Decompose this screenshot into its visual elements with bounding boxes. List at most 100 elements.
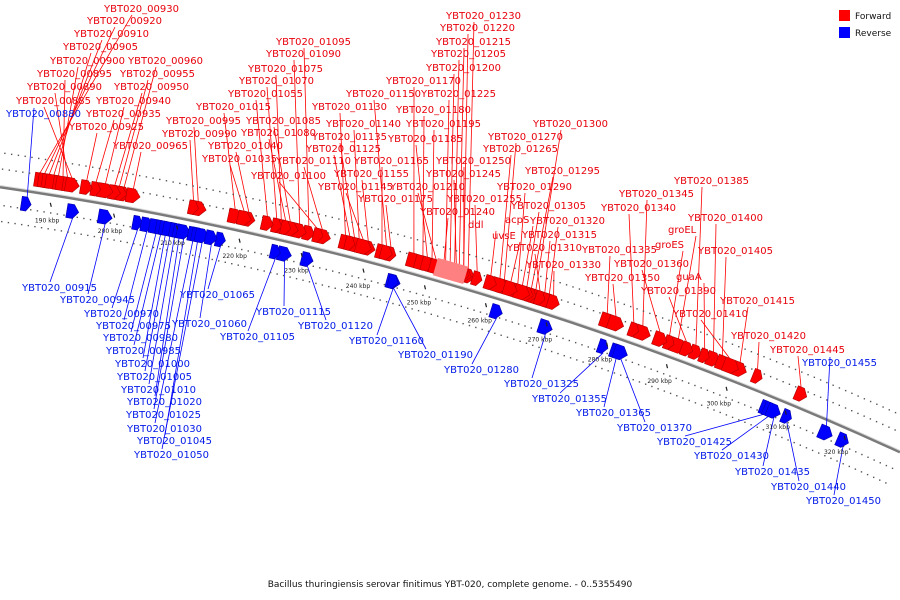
track-dot: [357, 223, 360, 225]
track-dot: [456, 321, 458, 323]
track-dot: [379, 299, 381, 301]
scale-tick-mark: [300, 252, 303, 258]
label-connector: [333, 154, 351, 238]
track-dot: [65, 162, 67, 164]
track-dot: [725, 396, 727, 399]
track-dot: [198, 256, 200, 258]
track-dot: [599, 312, 601, 314]
scale-tick-label: 260 kbp: [467, 317, 492, 324]
track-dot: [93, 235, 96, 238]
track-dot: [225, 192, 228, 194]
track-dot: [712, 391, 715, 394]
forward-gene-arrow: [532, 289, 546, 306]
track-dot: [623, 303, 626, 306]
track-dot: [162, 195, 165, 198]
track-dot: [619, 374, 622, 376]
track-dot: [289, 276, 291, 278]
forward-gene-label: YBT020_01320: [529, 216, 605, 227]
track-dot: [165, 249, 168, 251]
label-connector: [153, 238, 185, 410]
track-dot: [624, 321, 627, 323]
forward-gene-label: YBT020_01390: [640, 286, 716, 297]
track-dot: [205, 188, 208, 190]
track-dot: [863, 398, 866, 400]
forward-gene-label: YBT020_01090: [265, 49, 341, 60]
track-dot: [750, 350, 753, 353]
track-dot: [222, 207, 224, 210]
track-dot: [112, 170, 114, 172]
track-dot: [126, 241, 128, 244]
track-dot: [252, 198, 254, 200]
label-connector: [118, 79, 149, 188]
forward-gene-label: YBT020_00930: [103, 4, 179, 15]
forward-gene-label: YBT020_01040: [207, 141, 283, 152]
forward-gene-arrow: [501, 279, 518, 297]
track-dot: [462, 252, 464, 254]
track-dot: [199, 186, 201, 189]
label-connector: [521, 225, 534, 287]
track-dot: [813, 393, 816, 396]
track-dot: [455, 250, 458, 252]
track-dot: [662, 373, 665, 375]
track-dot: [812, 432, 814, 434]
forward-gene-label: YBT020_01035: [201, 154, 277, 165]
track-dot: [30, 209, 32, 211]
scale-tick-mark: [784, 410, 787, 415]
track-dot: [172, 250, 174, 253]
track-dot: [524, 325, 526, 327]
reverse-gene-arrow: [65, 203, 80, 219]
label-connector: [361, 179, 369, 243]
track-dot: [875, 420, 878, 423]
track-dot: [844, 407, 847, 409]
track-dot: [756, 426, 758, 428]
forward-gene-label: YBT020_01330: [525, 260, 601, 271]
label-connector: [199, 243, 212, 319]
forward-gene-label: YBT020_00920: [86, 16, 162, 27]
track-dot: [588, 363, 591, 365]
track-dot: [443, 317, 445, 319]
track-dot: [848, 465, 850, 468]
forward-gene-label: YBT020_00900: [49, 56, 125, 67]
track-dot: [267, 254, 269, 257]
track-dot: [788, 366, 790, 368]
reverse-gene-label: YBT020_00985: [105, 346, 181, 357]
track-dot: [76, 216, 78, 219]
reverse-gene-label: YBT020_00980: [102, 333, 178, 344]
track-dot: [486, 313, 488, 315]
forward-gene-arrow: [651, 330, 668, 347]
track-dot: [169, 197, 171, 199]
track-dot: [674, 321, 677, 324]
label-connector: [154, 237, 180, 397]
label-connector: [713, 223, 717, 354]
forward-gene-label: YBT020_01225: [420, 89, 496, 100]
scale-tick-label: 320 kbp: [824, 449, 849, 456]
forward-gene-arrow: [89, 181, 102, 197]
track-dot: [687, 382, 690, 384]
reverse-gene-arrow: [96, 208, 113, 225]
label-connector: [668, 296, 688, 344]
track-dot: [58, 160, 60, 163]
reverse-gene-arrow: [488, 303, 503, 320]
forward-gene-label: YBT020_01265: [482, 144, 558, 155]
track-dot: [811, 449, 814, 452]
reverse-gene-label: YBT020_01065: [179, 290, 255, 301]
track-dot: [617, 301, 619, 303]
track-dot: [250, 267, 252, 269]
track-dot: [133, 243, 135, 245]
track-dot: [20, 223, 23, 226]
reverse-gene-label: YBT020_00975: [95, 321, 171, 332]
track-dot: [756, 409, 758, 411]
track-dot: [219, 190, 221, 193]
label-connector: [95, 119, 115, 184]
reverse-gene-arrow: [816, 423, 833, 441]
track-dot: [644, 366, 646, 368]
forward-gene-arrow: [470, 270, 483, 286]
label-connector: [606, 255, 611, 315]
track-dot: [787, 439, 789, 441]
forward-gene-arrow: [678, 340, 694, 357]
track-dot: [776, 378, 778, 380]
forward-gene-label: YBT020_00955: [119, 69, 195, 80]
forward-gene-label: YBT020_01130: [311, 102, 387, 113]
track-dot: [377, 228, 379, 230]
track-dot: [338, 272, 340, 274]
